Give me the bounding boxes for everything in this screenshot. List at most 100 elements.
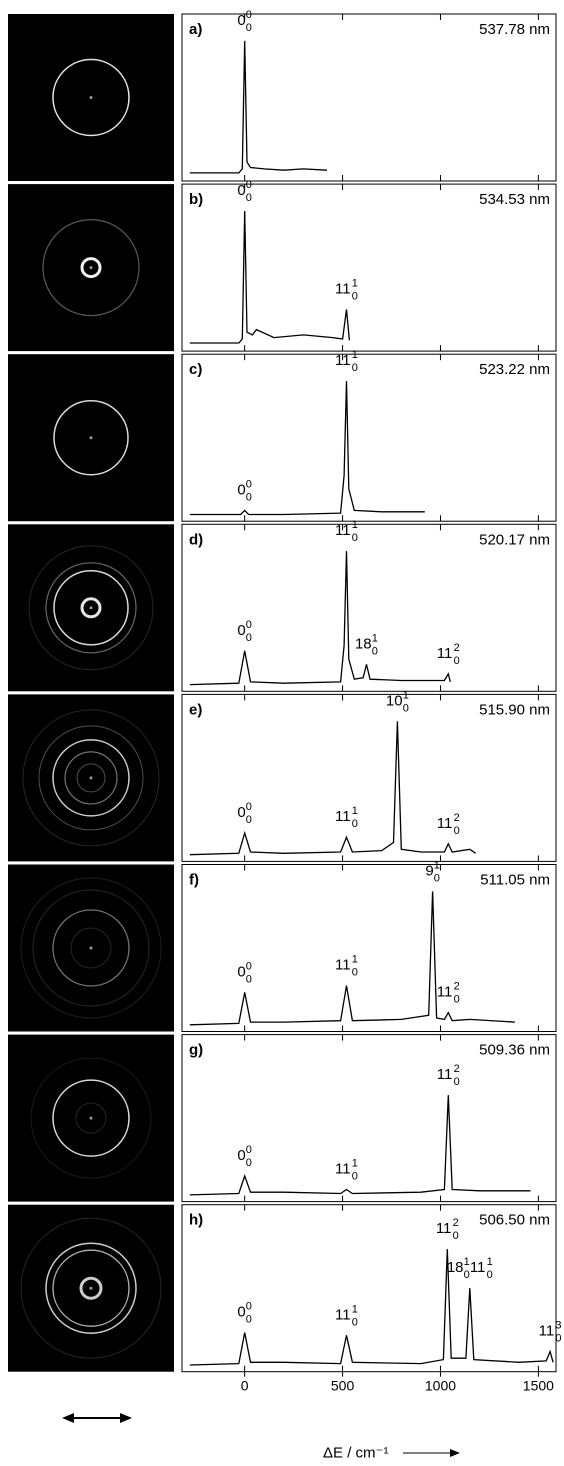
peak-label-base: 11 (437, 984, 453, 1001)
plot-frame (181, 523, 557, 692)
peak-label-sub: 0 (352, 818, 358, 830)
peak-label-sub: 0 (454, 655, 460, 667)
image-center (89, 776, 93, 780)
peak-label-base: 11 (437, 1066, 453, 1083)
spectrum-line (189, 721, 477, 856)
peak-label-sup: 1 (464, 1256, 470, 1268)
spectrum-line (189, 381, 425, 516)
image-center (89, 96, 93, 99)
peak-label-sub: 0 (246, 1157, 252, 1169)
peak-label-sub: 0 (246, 192, 252, 204)
spectrum-line (189, 40, 327, 174)
plot-frame (181, 1204, 557, 1373)
image-ring (28, 545, 154, 671)
peak-label-sub: 0 (464, 1269, 470, 1281)
peak-label-sup: 3 (555, 1319, 561, 1331)
image-ring (52, 739, 130, 817)
peak-label-sup: 2 (454, 1063, 460, 1075)
peak-label-sub: 0 (246, 814, 252, 826)
panel-label: c) (189, 361, 202, 378)
peak-label-sub: 0 (454, 1076, 460, 1088)
peak-label-sup: 0 (246, 1301, 252, 1313)
image-ring (75, 1102, 107, 1134)
image-ring (20, 1217, 162, 1359)
panel-label: b) (189, 191, 203, 208)
peak-label-sup: 1 (352, 805, 358, 817)
peak-label-sup: 1 (434, 859, 440, 871)
image-center (89, 266, 93, 270)
wavelength-label: 537.78 nm (479, 21, 550, 38)
peak-label-sup: 0 (246, 619, 252, 631)
plot-frame (181, 864, 557, 1032)
peak-label-sub: 0 (453, 1230, 459, 1242)
spectrum-line (189, 1095, 531, 1196)
spectrum-line (189, 210, 351, 344)
peak-label-sub: 0 (352, 290, 358, 302)
peak-label-base: 0 (237, 12, 245, 29)
image-ring (32, 889, 150, 1007)
x-tick-label: 0 (241, 1378, 249, 1394)
image-center (89, 1286, 93, 1290)
peak-label-sup: 1 (372, 632, 378, 644)
peak-label-base: 11 (470, 1259, 486, 1276)
peak-label-sup: 2 (453, 1217, 459, 1229)
peak-label-sup: 2 (454, 981, 460, 993)
peak-label-sub: 0 (403, 702, 409, 714)
peak-label-sub: 0 (555, 1332, 561, 1344)
peak-label-base: 11 (335, 352, 351, 369)
plot-frame (181, 13, 557, 182)
image-ring (52, 909, 130, 987)
peak-label-sup: 1 (352, 1157, 358, 1169)
peak-label-sub: 0 (434, 872, 440, 884)
peak-label-base: 11 (437, 645, 453, 662)
peak-label-sup: 0 (246, 960, 252, 972)
peak-label-sub: 0 (246, 632, 252, 644)
peak-label-base: 10 (386, 692, 403, 709)
peak-label-base: 0 (237, 481, 245, 498)
peak-label-base: 0 (237, 1304, 245, 1321)
image-ring (53, 570, 129, 646)
peak-label-base: 18 (355, 635, 372, 652)
peak-label-base: 11 (335, 280, 351, 297)
peak-label-sup: 0 (246, 9, 252, 21)
peak-label-sup: 2 (454, 812, 460, 824)
wavelength-label: 523.22 nm (479, 361, 550, 378)
peak-label-base: 11 (335, 522, 351, 539)
peak-label-sup: 1 (352, 277, 358, 289)
image-ring (30, 1057, 152, 1179)
plot-frame (181, 183, 557, 352)
axis-arrow (403, 1449, 460, 1457)
wavelength-label: 515.90 nm (479, 701, 550, 718)
peak-label-sub: 0 (454, 994, 460, 1006)
peak-label-sub: 0 (352, 532, 358, 544)
peak-label-sup: 0 (246, 478, 252, 490)
image-ring (64, 751, 118, 805)
peak-label-sup: 0 (246, 801, 252, 813)
peak-label-sup: 1 (403, 689, 409, 701)
peak-label-base: 0 (237, 1147, 245, 1164)
spectrum-line (189, 1249, 554, 1366)
image-center (89, 436, 93, 440)
peak-label-sup: 2 (454, 642, 460, 654)
peak-label-sub: 0 (487, 1269, 493, 1281)
peak-label-base: 18 (447, 1259, 464, 1276)
peak-label-base: 11 (335, 1306, 351, 1323)
x-axis-label: ΔE / cm⁻¹ (323, 1445, 388, 1462)
wavelength-label: 509.36 nm (479, 1042, 550, 1059)
image-center (89, 606, 93, 610)
wavelength-label: 520.17 nm (479, 531, 550, 548)
peak-label-base: 11 (335, 808, 351, 825)
x-tick-label: 1500 (523, 1378, 554, 1394)
peak-label-base: 0 (237, 622, 245, 639)
peak-label-base: 11 (436, 1220, 452, 1237)
panel-label: d) (189, 531, 203, 548)
panel-label: g) (189, 1042, 203, 1059)
peak-label-base: 11 (539, 1322, 555, 1339)
peak-label-sup: 1 (352, 954, 358, 966)
peak-label-base: 11 (437, 815, 453, 832)
x-tick-label: 1000 (425, 1378, 456, 1394)
image-ring (38, 725, 144, 831)
wavelength-label: 506.50 nm (479, 1212, 550, 1229)
image-center (89, 946, 93, 950)
